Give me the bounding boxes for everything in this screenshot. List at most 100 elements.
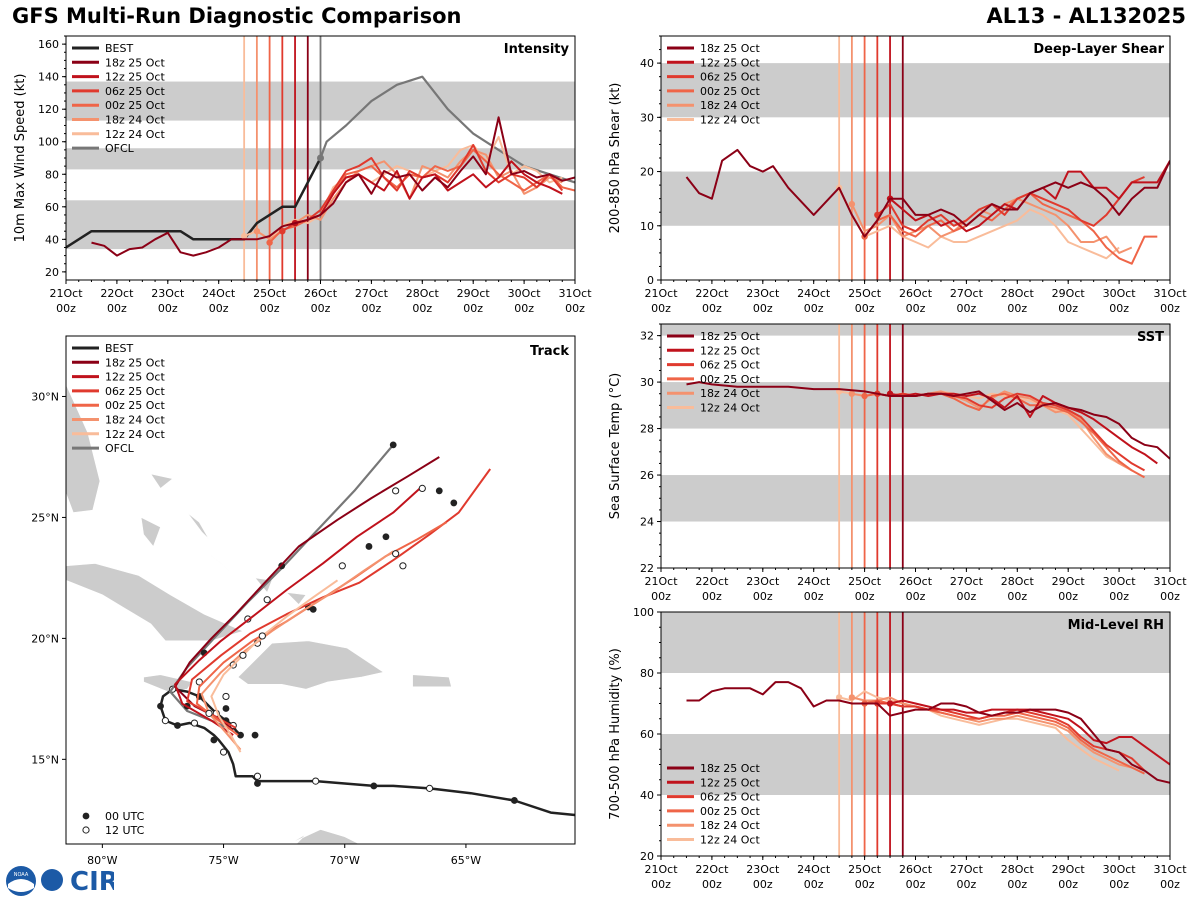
track-ytick-label: 20°N <box>31 632 59 645</box>
shear-xtick-label-hour: 00z <box>804 302 824 315</box>
rh-legend-label-12z-25-oct: 12z 25 Oct <box>700 776 760 789</box>
intensity-ytick-label: 80 <box>45 168 59 181</box>
track-marker-12utc <box>418 484 426 492</box>
landmass-cuba <box>66 563 244 642</box>
shear-band-1 <box>661 63 1170 118</box>
shear-xtick-label-hour: 00z <box>1109 302 1129 315</box>
intensity-ylabel: 10m Max Wind Speed (kt) <box>13 74 28 243</box>
track-xtick-label: 80°W <box>87 854 117 867</box>
rh-xtick-label: 26Oct <box>899 863 933 876</box>
rh-ylabel: 700-500 hPa Humidity (%) <box>608 648 623 820</box>
intensity-ytick-label: 60 <box>45 201 59 214</box>
track-ytick-label: 25°N <box>31 511 59 524</box>
track-marker-12utc <box>425 784 434 792</box>
cira-logo: NOAA CIRA <box>4 864 139 898</box>
intensity-xtick-label-hour: 00z <box>412 302 432 315</box>
shear-legend-label-12z-24-oct: 12z 24 Oct <box>700 114 760 127</box>
track-marker-00utc <box>254 780 261 787</box>
track-legend-label-12z-24-oct: 12z 24 Oct <box>105 428 165 441</box>
shear-legend-label-18z-25-oct: 18z 25 Oct <box>700 42 760 55</box>
shear-band-0 <box>661 171 1170 226</box>
sst-series-group <box>686 381 1170 479</box>
track-marker-00utc <box>222 705 230 712</box>
intensity-ytick-label: 100 <box>38 136 59 149</box>
sst-ytick-label: 24 <box>640 516 654 529</box>
sst-xtick-label-hour: 00z <box>753 590 773 603</box>
rh-legend-label-00z-25-oct: 00z 25 Oct <box>700 805 760 818</box>
intensity-init-marker-12z-24-oct <box>240 232 248 240</box>
track-marker-12utc <box>239 651 247 659</box>
intensity-xtick-label-hour: 00z <box>56 302 76 315</box>
track-marker-12utc <box>195 678 203 686</box>
shear-legend-label-12z-25-oct: 12z 25 Oct <box>700 56 760 69</box>
track-series-group <box>157 441 575 817</box>
shear-ytick-label: 40 <box>640 57 654 70</box>
marker-legend-00utc-label: 00 UTC <box>105 810 145 823</box>
rh-xtick-label-hour: 00z <box>1007 878 1027 891</box>
intensity-xtick-label: 23Oct <box>151 287 185 300</box>
track-marker-12utc <box>312 777 320 785</box>
sst-ylabel: Sea Surface Temp (°C) <box>608 373 623 520</box>
intensity-xtick-label-hour: 00z <box>260 302 280 315</box>
shear-xtick-label-hour: 00z <box>753 302 773 315</box>
rh-xtick-label: 23Oct <box>746 863 780 876</box>
rh-panel: 20 40 60 80 100 21Oct 00z 22Oct 00z 23Oct 00z 24Oct… <box>608 606 1187 891</box>
intensity-xtick-label-hour: 00z <box>514 302 534 315</box>
track-marker-12utc <box>190 719 199 727</box>
track-marker-00utc <box>210 736 218 744</box>
intensity-ytick-label: 120 <box>38 103 59 116</box>
shear-xtick-label: 27Oct <box>950 287 984 300</box>
intensity-xtick-label: 31Oct <box>558 287 592 300</box>
rh-ytick-label: 80 <box>640 667 654 680</box>
intensity-xtick-label: 29Oct <box>457 287 491 300</box>
track-series-best <box>159 687 575 817</box>
rh-xtick-label-hour: 00z <box>651 878 671 891</box>
rh-xtick-label-hour: 00z <box>702 878 722 891</box>
track-ytick-label: 30°N <box>31 390 59 403</box>
intensity-ytick-label: 40 <box>45 233 59 246</box>
track-xtick-label: 65°W <box>451 854 481 867</box>
sst-xtick-label-hour: 00z <box>906 590 926 603</box>
sst-init-marker-18z-24-oct <box>848 390 856 397</box>
track-marker-00utc <box>389 441 397 449</box>
shear-xtick-label: 29Oct <box>1052 287 1086 300</box>
intensity-xtick-label: 26Oct <box>304 287 338 300</box>
track-legend-label-00z-25-oct: 00z 25 Oct <box>105 399 165 412</box>
sst-xtick-label: 30Oct <box>1103 575 1137 588</box>
intensity-ytick-label: 160 <box>38 38 59 51</box>
rh-xtick-label-hour: 00z <box>855 878 875 891</box>
rh-init-marker-12z-24-oct <box>835 694 843 701</box>
track-frame <box>65 335 576 845</box>
intensity-xtick-label: 28Oct <box>406 287 440 300</box>
rh-xtick-label-hour: 00z <box>1058 878 1078 891</box>
page-title: GFS Multi-Run Diagnostic Comparison <box>12 4 462 28</box>
rh-series-group <box>686 681 1170 784</box>
rh-panel-label: Mid-Level RH <box>1068 618 1164 633</box>
rh-xtick-label-hour: 00z <box>1109 878 1129 891</box>
rh-xtick-label-hour: 00z <box>753 878 773 891</box>
marker-legend-12utc-label: 12 UTC <box>105 824 145 837</box>
intensity-series-12z-25-oct <box>294 160 563 225</box>
shear-xtick-label-hour: 00z <box>651 302 671 315</box>
landmass-bahamas-3 <box>186 512 210 540</box>
intensity-panel: 20 40 60 80 100 120 140 160 21Oct 00z 22Oct 00z 23Oc… <box>13 35 592 315</box>
shear-ytick-label: 30 <box>640 111 654 124</box>
rh-legend-label-18z-25-oct: 18z 25 Oct <box>700 762 760 775</box>
intensity-series-group <box>66 75 575 257</box>
track-legend-label-12z-25-oct: 12z 25 Oct <box>105 371 165 384</box>
intensity-series-best <box>66 157 322 249</box>
sst-legend-label-12z-24-oct: 12z 24 Oct <box>700 402 760 415</box>
intensity-xtick-label: 24Oct <box>202 287 236 300</box>
rh-init-marker-12z-25-oct <box>886 700 894 707</box>
rh-legend-label-12z-24-oct: 12z 24 Oct <box>700 834 760 847</box>
intensity-xtick-label: 30Oct <box>508 287 542 300</box>
sst-legend-label-18z-24-oct: 18z 24 Oct <box>700 387 760 400</box>
intensity-xtick-label: 25Oct <box>253 287 287 300</box>
sst-xtick-label-hour: 00z <box>702 590 722 603</box>
sst-legend-label-18z-25-oct: 18z 25 Oct <box>700 330 760 343</box>
track-marker-12utc <box>258 632 266 640</box>
sst-xtick-label: 31Oct <box>1153 575 1187 588</box>
